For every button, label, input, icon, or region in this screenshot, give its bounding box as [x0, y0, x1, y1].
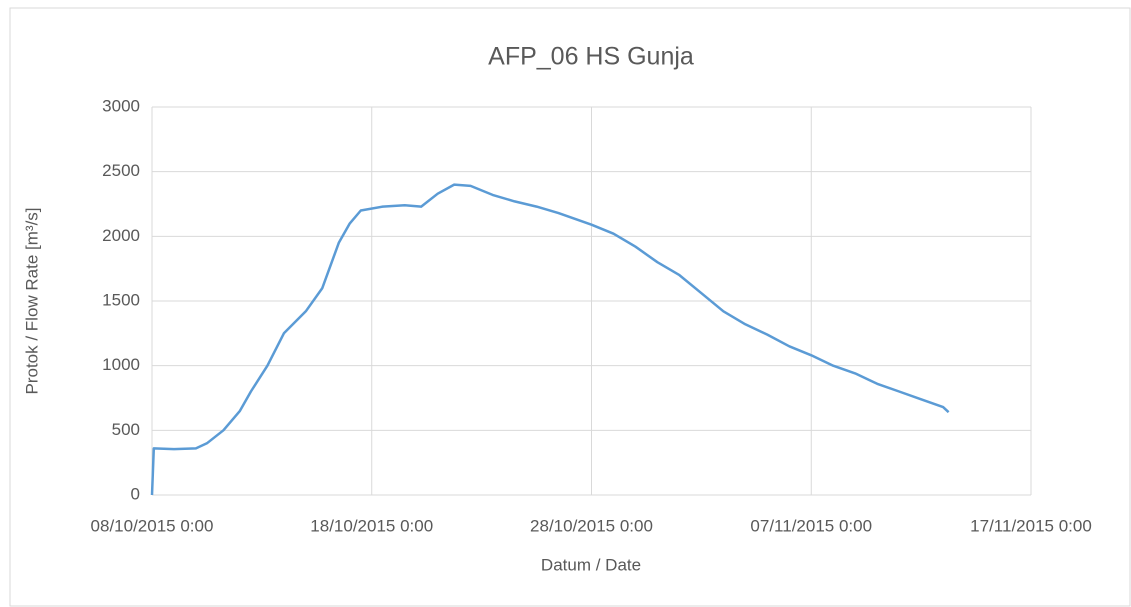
- y-axis-label: Protok / Flow Rate [m³/s]: [22, 207, 41, 394]
- x-tick-label: 18/10/2015 0:00: [310, 516, 433, 535]
- y-tick-label: 2000: [102, 226, 140, 245]
- y-tick-label: 1000: [102, 355, 140, 374]
- y-tick-label: 0: [131, 484, 140, 503]
- x-tick-label: 28/10/2015 0:00: [530, 516, 653, 535]
- y-tick-label: 3000: [102, 96, 140, 115]
- y-tick-label: 500: [112, 420, 140, 439]
- y-tick-label: 1500: [102, 290, 140, 309]
- chart-frame: [9, 7, 1131, 607]
- x-tick-label: 08/10/2015 0:00: [91, 516, 214, 535]
- data-line: [150, 183, 950, 496]
- x-axis-label: Datum / Date: [541, 555, 641, 574]
- x-tick-label: 17/11/2015 0:00: [970, 516, 1092, 535]
- y-tick-label: 2500: [102, 161, 140, 180]
- chart-title: AFP_06 HS Gunja: [488, 43, 694, 71]
- x-tick-label: 07/11/2015 0:00: [750, 516, 872, 535]
